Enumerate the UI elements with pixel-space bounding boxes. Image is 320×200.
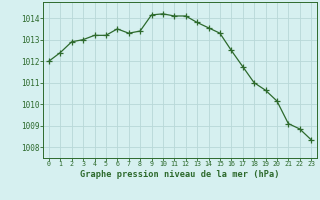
X-axis label: Graphe pression niveau de la mer (hPa): Graphe pression niveau de la mer (hPa) <box>80 170 280 179</box>
